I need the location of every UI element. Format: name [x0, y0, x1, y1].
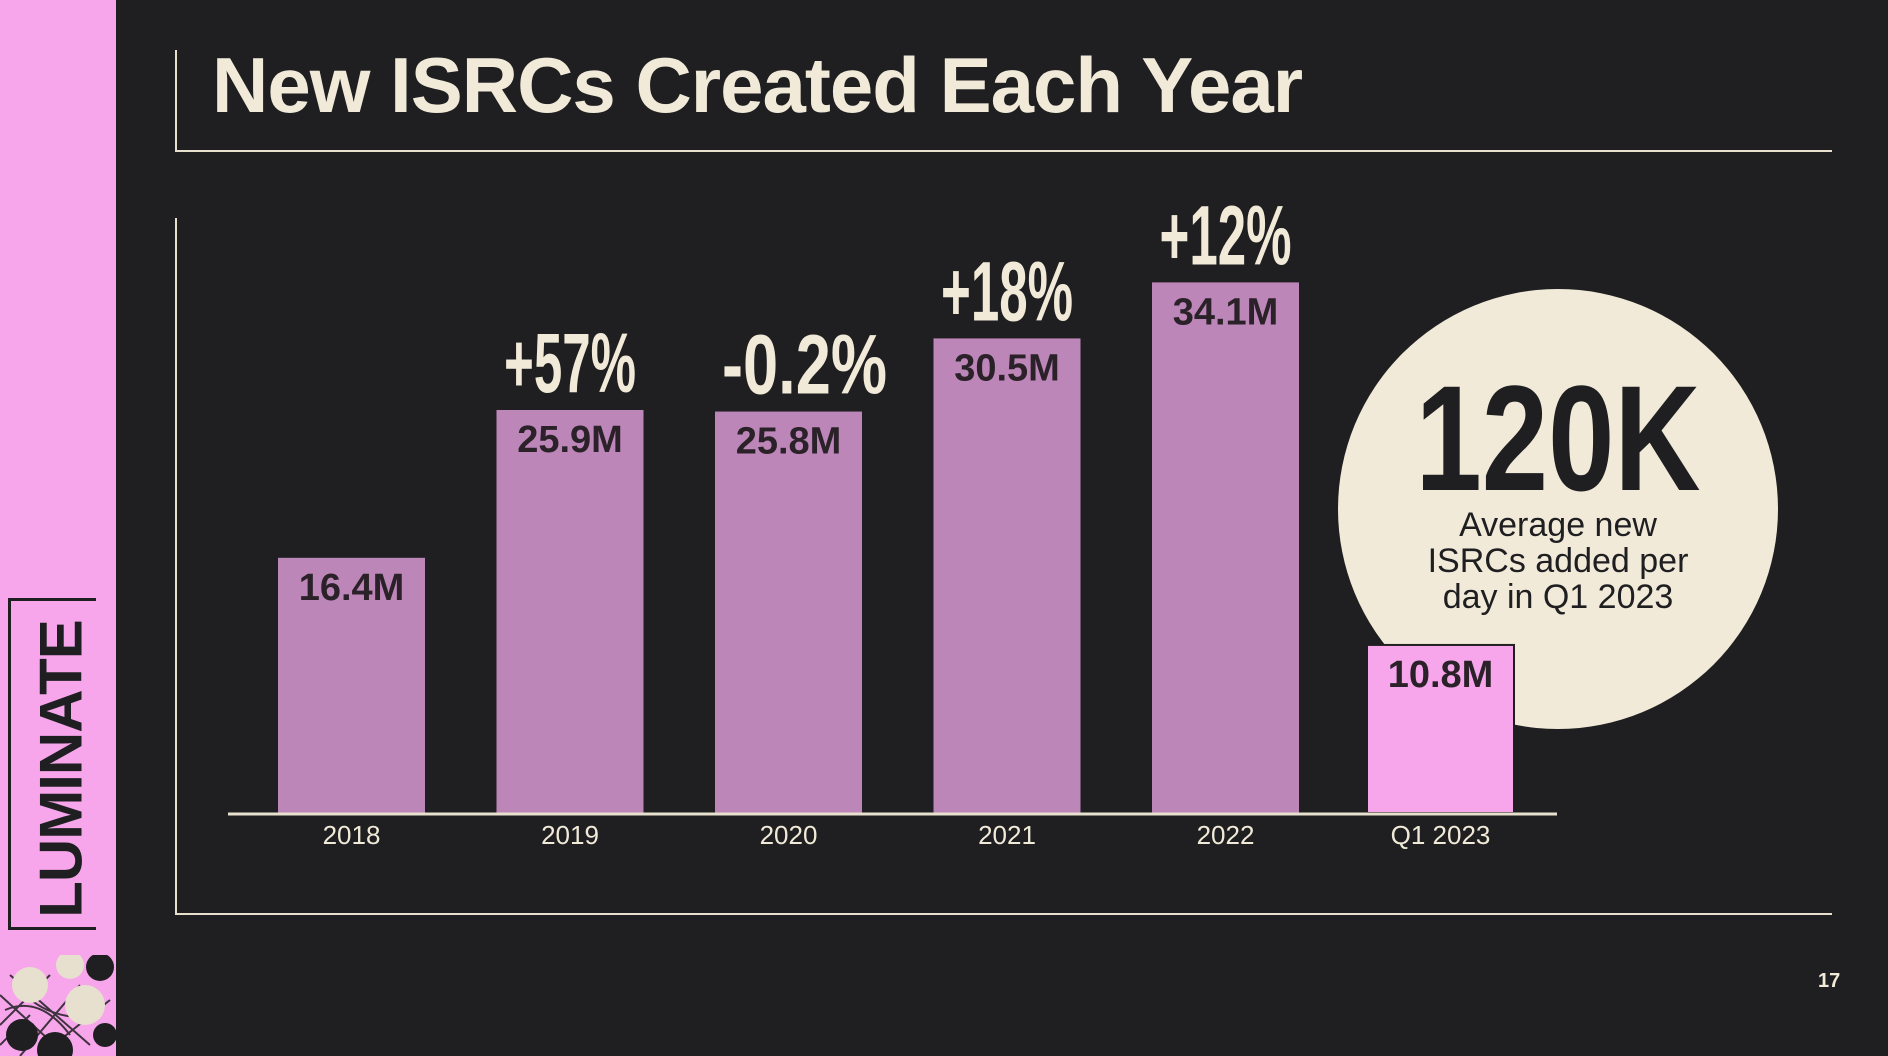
growth-label: +57% — [504, 316, 636, 410]
x-tick-label: Q1 2023 — [1391, 820, 1491, 850]
bar-2022 — [1152, 282, 1299, 813]
page-title: New ISRCs Created Each Year — [212, 41, 1303, 129]
callout-circle — [1338, 289, 1778, 729]
x-tick-label: 2021 — [978, 820, 1036, 850]
bar-value-label: 16.4M — [299, 567, 405, 609]
callout-caption-line-3: day in Q1 2023 — [1443, 578, 1674, 616]
decorative-pattern — [0, 955, 116, 1056]
brand-logo: LUMINATE — [8, 598, 96, 930]
bar-value-label: 25.9M — [517, 419, 623, 461]
callout-caption-line-1: Average new — [1459, 506, 1657, 544]
callout-value: 120K — [1416, 354, 1701, 522]
title-rule-horizontal — [175, 150, 1832, 152]
callout-bubble: 120K Average new ISRCs added per day in … — [1338, 289, 1778, 729]
growth-label: -0.2% — [722, 318, 887, 412]
bar-2021 — [933, 338, 1081, 813]
bar-value-label: 10.8M — [1388, 654, 1494, 696]
callout-caption-line-2: ISRCs added per — [1428, 542, 1689, 580]
chart-frame-left — [175, 218, 177, 915]
growth-label: +18% — [941, 244, 1073, 338]
bar-2020 — [715, 411, 862, 813]
bar-2019 — [496, 409, 644, 813]
x-tick-label: 2022 — [1197, 820, 1255, 850]
bar-value-label: 30.5M — [954, 347, 1060, 389]
bar-2018 — [278, 557, 425, 813]
growth-label: +12% — [1160, 188, 1292, 282]
bar-value-label: 34.1M — [1173, 291, 1279, 333]
x-tick-label: 2020 — [760, 820, 818, 850]
chart-frame-bottom — [175, 913, 1832, 915]
title-rule-vertical — [175, 50, 177, 152]
x-tick-label: 2018 — [323, 820, 381, 850]
x-tick-label: 2019 — [541, 820, 599, 850]
brand-sidebar: LUMINATE — [0, 0, 116, 1056]
page-number: 17 — [1818, 970, 1841, 992]
bar-series: 16.4M 2018 25.9M 2019 +57% 25.8M 2020 -0.2% 30.5… — [278, 188, 1515, 850]
bar-value-label: 25.8M — [736, 421, 842, 463]
